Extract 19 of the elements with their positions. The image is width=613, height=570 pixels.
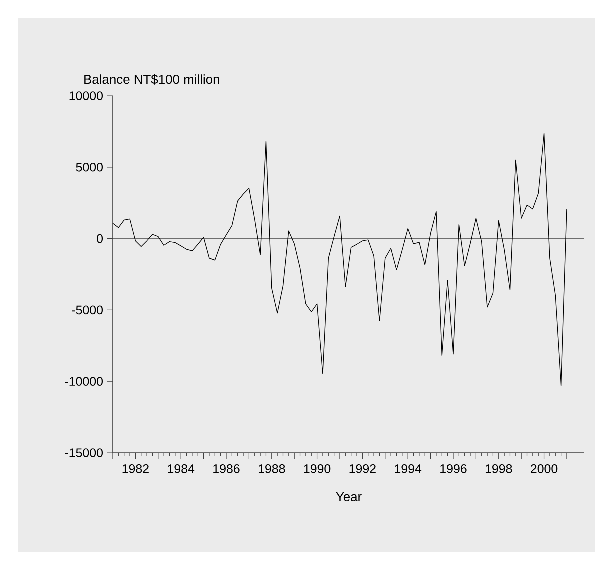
x-axis-title: Year bbox=[336, 492, 362, 502]
x-tick-label: 1988 bbox=[258, 464, 286, 474]
x-tick-label: 1984 bbox=[168, 464, 195, 474]
x-tick-label: 1992 bbox=[350, 464, 376, 474]
x-tick-label: 1990 bbox=[304, 464, 331, 474]
x-tick-label: 1994 bbox=[395, 464, 422, 474]
y-axis-title: Balance NT$100 million bbox=[84, 74, 220, 85]
y-tick-label: -15000 bbox=[65, 448, 103, 458]
y-tick-label: -10000 bbox=[65, 377, 103, 386]
x-tick-label: 1996 bbox=[440, 464, 467, 474]
x-tick-label: 1986 bbox=[214, 464, 240, 474]
x-tick-label: 1982 bbox=[122, 464, 149, 474]
y-tick-label: 10000 bbox=[70, 92, 103, 100]
x-tick-label: 2000 bbox=[531, 464, 558, 474]
y-tick-label: -5000 bbox=[72, 306, 103, 315]
y-tick-label: 5000 bbox=[76, 162, 103, 172]
x-tick-label: 1998 bbox=[486, 464, 512, 474]
line-series bbox=[112, 133, 568, 386]
y-tick-label: 0 bbox=[97, 234, 104, 244]
